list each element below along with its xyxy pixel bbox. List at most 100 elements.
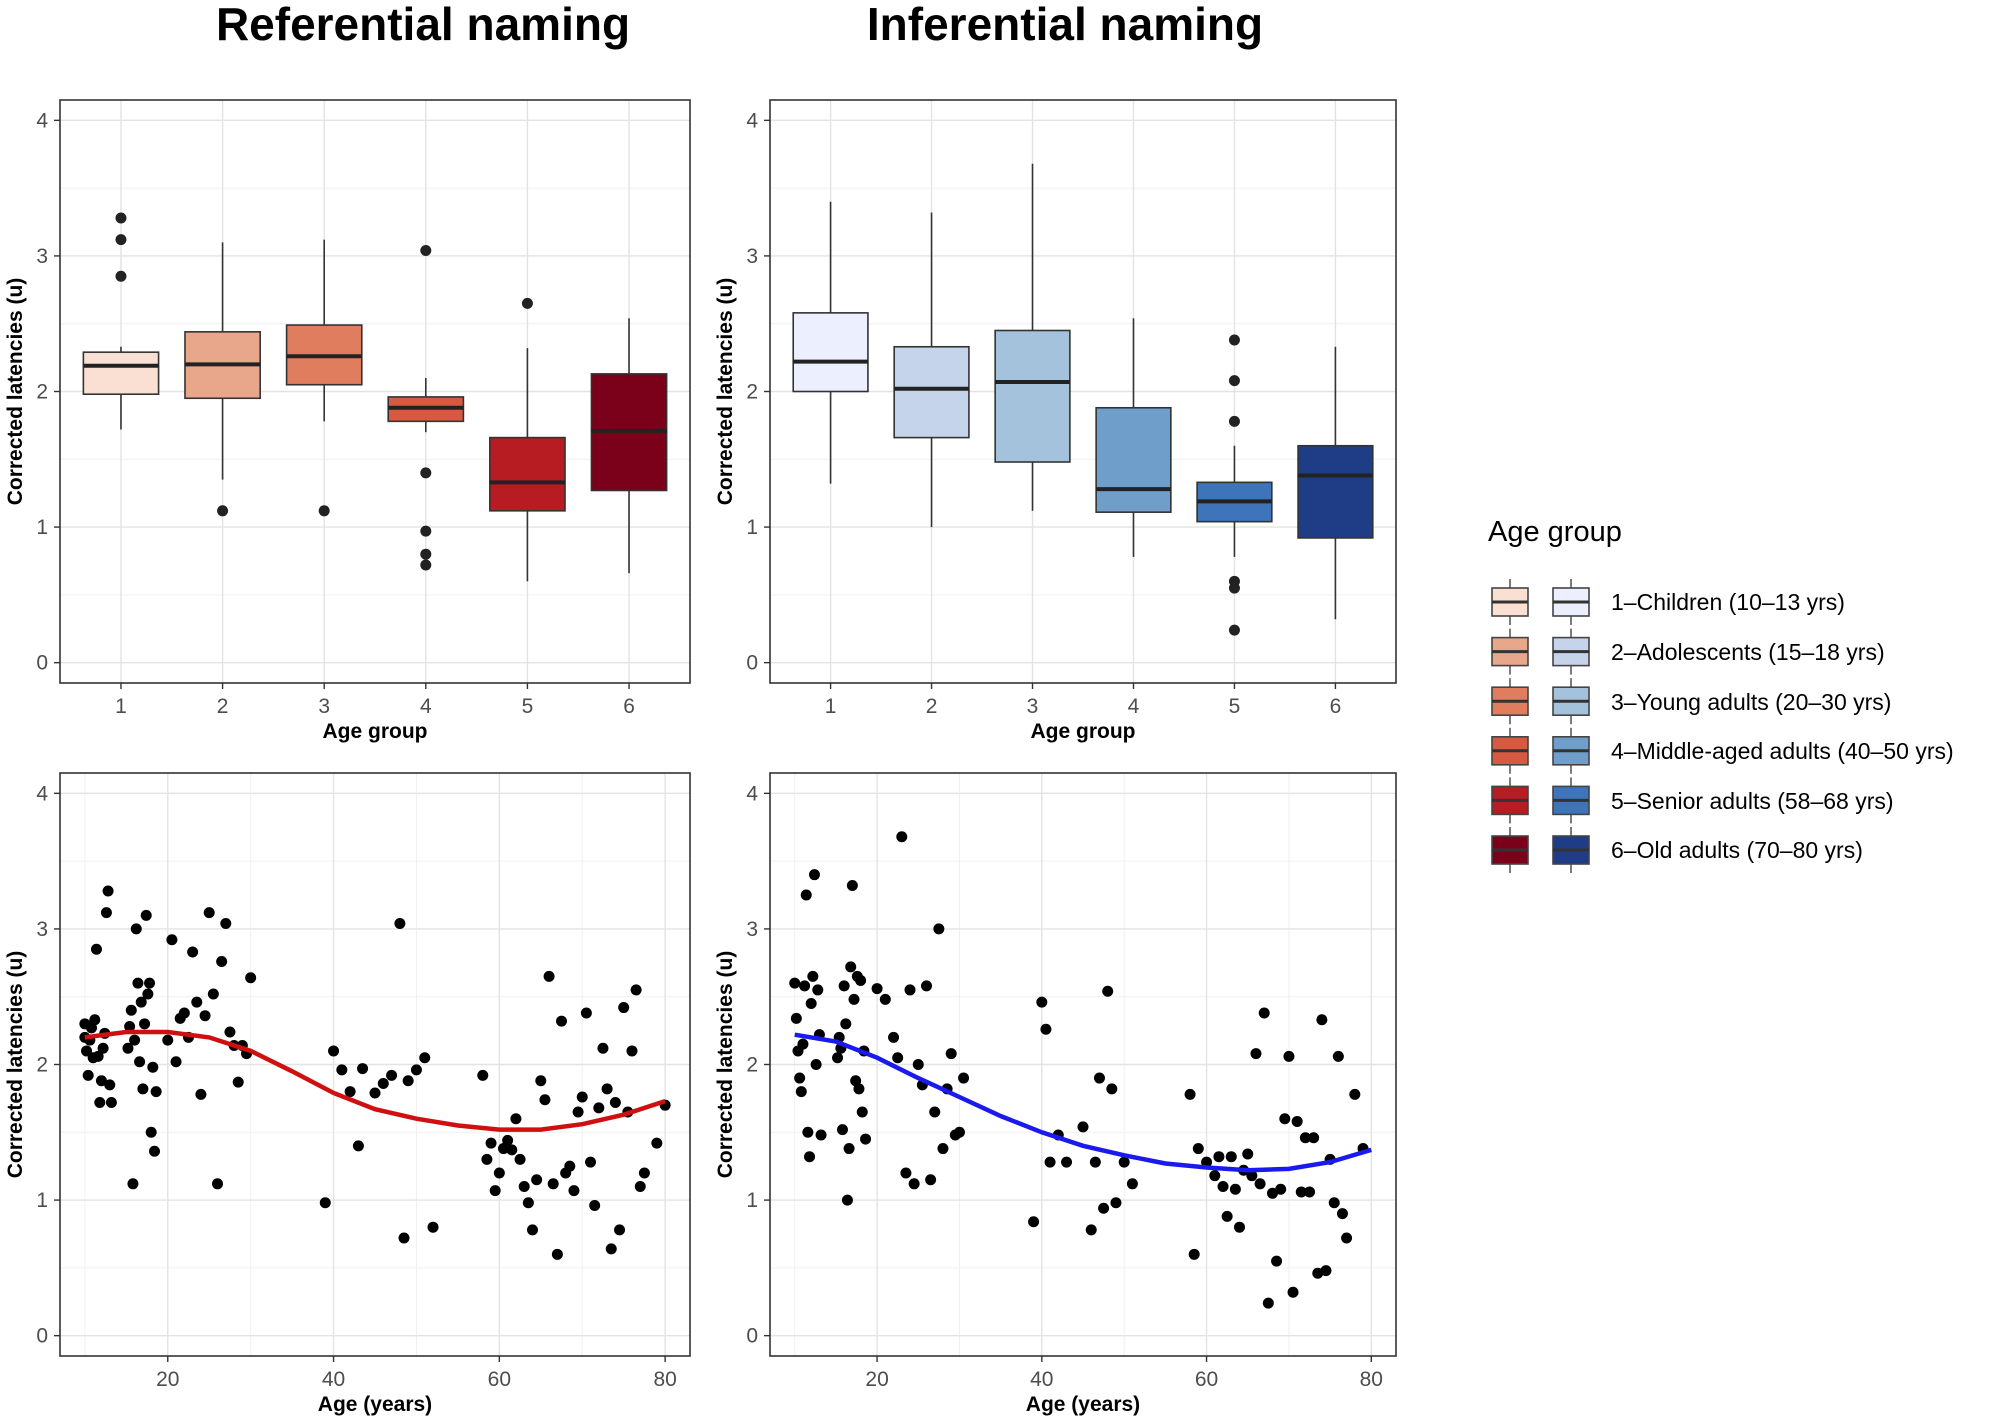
box-3 xyxy=(994,329,1071,463)
data-point xyxy=(1089,1156,1101,1168)
data-point xyxy=(1341,1232,1353,1244)
data-point xyxy=(1275,1183,1287,1195)
data-point xyxy=(410,1064,422,1076)
x-tick-label: 1 xyxy=(825,695,837,718)
data-point xyxy=(838,980,850,992)
data-point xyxy=(207,988,219,1000)
data-point xyxy=(900,1167,912,1179)
data-point xyxy=(1316,1014,1328,1026)
data-point xyxy=(212,1178,223,1190)
data-point xyxy=(344,1086,356,1098)
y-axis-title: Corrected latencies (u) xyxy=(4,951,27,1179)
y-axis-title: Corrected latencies (u) xyxy=(714,278,737,506)
data-point xyxy=(1061,1156,1073,1168)
data-point xyxy=(1246,1170,1258,1182)
data-point xyxy=(81,1045,93,1057)
x-axis-title: Age (years) xyxy=(1026,1393,1140,1416)
data-point xyxy=(352,1140,364,1152)
data-point xyxy=(1221,1210,1233,1222)
data-point xyxy=(908,1178,920,1190)
data-point xyxy=(1213,1151,1225,1163)
y-tick-label: 4 xyxy=(36,782,48,805)
x-tick-label: 6 xyxy=(1330,695,1342,718)
data-point xyxy=(1320,1265,1332,1277)
outlier-point xyxy=(1228,334,1240,346)
title-inferential: Inferential naming xyxy=(867,0,1263,50)
axes: 0 1 2 3 4 1 2 3 4 5 6 Age group Corrected latencies … xyxy=(714,109,1341,743)
data-point xyxy=(510,1113,522,1125)
data-point xyxy=(224,1026,236,1038)
legend-title: Age group xyxy=(1488,516,1622,548)
data-point xyxy=(102,885,114,897)
y-tick-label: 2 xyxy=(36,1054,48,1077)
data-point xyxy=(493,1167,505,1179)
data-point xyxy=(572,1106,584,1118)
data-point xyxy=(1271,1255,1283,1267)
data-point xyxy=(855,974,867,986)
data-point xyxy=(812,984,824,996)
y-tick-label: 4 xyxy=(36,109,48,132)
data-point xyxy=(97,1042,109,1054)
data-point xyxy=(614,1224,626,1236)
data-point xyxy=(539,1094,551,1106)
data-point xyxy=(402,1075,414,1087)
y-axis-title: Corrected latencies (u) xyxy=(714,951,737,1179)
data-point xyxy=(845,961,857,973)
data-point xyxy=(220,917,232,929)
outlier-point xyxy=(420,559,432,571)
data-point xyxy=(1283,1050,1295,1062)
box-5 xyxy=(489,436,566,512)
data-point xyxy=(132,977,144,989)
data-point xyxy=(651,1137,663,1149)
data-point xyxy=(134,1056,146,1068)
data-point xyxy=(100,907,112,919)
y-tick-label: 3 xyxy=(36,245,48,268)
x-tick-label: 4 xyxy=(1128,695,1140,718)
legend: Age group 1–Children (10–13 yrs) 2–Adole… xyxy=(1488,516,1954,873)
data-point xyxy=(937,1143,949,1155)
legend-label-1: 1–Children (10–13 yrs) xyxy=(1611,589,1845,615)
outlier-point xyxy=(420,467,432,479)
data-point xyxy=(166,934,178,946)
data-point xyxy=(531,1174,543,1186)
legend-label-6: 6–Old adults (70–80 yrs) xyxy=(1611,837,1863,863)
data-point xyxy=(477,1069,489,1081)
data-point xyxy=(125,1004,137,1016)
data-point xyxy=(1036,996,1048,1008)
data-point xyxy=(170,1056,182,1068)
data-point xyxy=(1106,1083,1118,1095)
legend-key-inferential-2 xyxy=(1552,628,1590,675)
data-point xyxy=(1225,1151,1237,1163)
data-point xyxy=(593,1102,605,1114)
data-point xyxy=(576,1091,588,1103)
data-point xyxy=(427,1221,439,1233)
legend-label-3: 3–Young adults (20–30 yrs) xyxy=(1611,689,1891,715)
data-point xyxy=(398,1232,410,1244)
data-point xyxy=(841,1194,853,1206)
data-point xyxy=(1077,1121,1089,1133)
data-point xyxy=(1209,1170,1221,1182)
outlier-point xyxy=(420,548,432,560)
data-point xyxy=(369,1087,381,1099)
data-point xyxy=(1262,1297,1274,1309)
data-point xyxy=(840,1018,852,1030)
data-point xyxy=(1287,1286,1299,1298)
box-group-5 xyxy=(1196,334,1273,636)
panel-referential-box: 0 1 2 3 4 1 2 3 4 5 6 Age group Corrected latencies … xyxy=(4,99,691,743)
outlier-point xyxy=(318,505,330,517)
y-tick-label: 2 xyxy=(746,381,758,404)
x-tick-label: 20 xyxy=(865,1368,888,1391)
box-group-6 xyxy=(1297,346,1374,620)
data-point xyxy=(377,1077,389,1089)
y-tick-label: 2 xyxy=(36,381,48,404)
data-point xyxy=(589,1200,601,1212)
data-point xyxy=(953,1126,965,1138)
box-group-1 xyxy=(792,201,869,484)
data-point xyxy=(94,1096,106,1108)
data-point xyxy=(232,1076,244,1088)
axes: 0 1 2 3 4 1 2 3 4 5 6 Age group Corrected latencies … xyxy=(4,109,635,743)
data-point xyxy=(82,1069,94,1081)
data-point xyxy=(195,1088,207,1100)
outlier-point xyxy=(1228,375,1240,387)
